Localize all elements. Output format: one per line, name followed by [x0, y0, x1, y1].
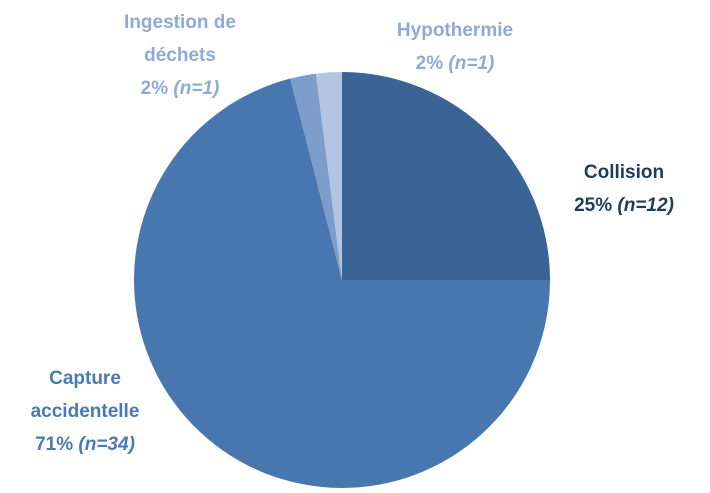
slice-label: Collision 25% (n=12)	[554, 156, 694, 222]
category-name: Capture accidentelle	[30, 368, 140, 422]
value-line: 2% (n=1)	[370, 47, 540, 80]
pie-slice	[315, 72, 342, 280]
value-label: 71%	[35, 434, 74, 455]
value-line: 71% (n=34)	[5, 428, 165, 461]
count-label: (n=1)	[173, 78, 220, 99]
pie-slice	[342, 72, 550, 280]
category-name: Collision	[583, 162, 665, 183]
category-name: Ingestion de déchets	[124, 12, 236, 66]
value-label: 25%	[574, 195, 613, 216]
value-line: 2% (n=1)	[95, 72, 265, 105]
category-name: Hypothermie	[396, 20, 514, 41]
value-label: 2%	[140, 78, 169, 99]
count-label: (n=1)	[448, 53, 495, 74]
slice-label: Ingestion de déchets 2% (n=1)	[95, 6, 265, 105]
count-label: (n=34)	[78, 434, 135, 455]
pie-slice	[290, 73, 342, 281]
pie-slice	[134, 78, 551, 489]
slice-label: Hypothermie 2% (n=1)	[370, 14, 540, 80]
slice-label: Capture accidentelle 71% (n=34)	[5, 362, 165, 461]
value-line: 25% (n=12)	[554, 189, 694, 222]
value-label: 2%	[415, 53, 444, 74]
count-label: (n=12)	[617, 195, 674, 216]
